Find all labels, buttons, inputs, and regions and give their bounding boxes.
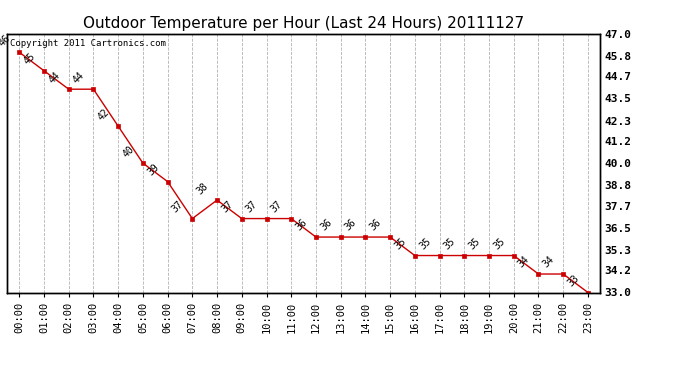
Text: 34: 34 [516,255,531,270]
Text: 39: 39 [146,162,161,177]
Text: 36: 36 [318,217,334,233]
Text: 36: 36 [343,217,359,233]
Text: 44: 44 [71,70,86,85]
Text: 33: 33 [566,273,581,288]
Title: Outdoor Temperature per Hour (Last 24 Hours) 20111127: Outdoor Temperature per Hour (Last 24 Ho… [83,16,524,31]
Text: 40: 40 [121,144,136,159]
Text: 35: 35 [393,236,408,251]
Text: 44: 44 [46,70,62,85]
Text: 46: 46 [0,33,12,48]
Text: 36: 36 [368,217,383,233]
Text: 35: 35 [491,236,507,251]
Text: 36: 36 [294,217,309,233]
Text: 35: 35 [417,236,433,251]
Text: 35: 35 [442,236,457,251]
Text: 42: 42 [96,106,111,122]
Text: 35: 35 [466,236,482,251]
Text: 38: 38 [195,180,210,196]
Text: 37: 37 [269,199,284,214]
Text: 34: 34 [541,255,556,270]
Text: 37: 37 [244,199,259,214]
Text: 37: 37 [219,199,235,214]
Text: Copyright 2011 Cartronics.com: Copyright 2011 Cartronics.com [10,39,166,48]
Text: 37: 37 [170,199,186,214]
Text: 45: 45 [21,51,37,66]
